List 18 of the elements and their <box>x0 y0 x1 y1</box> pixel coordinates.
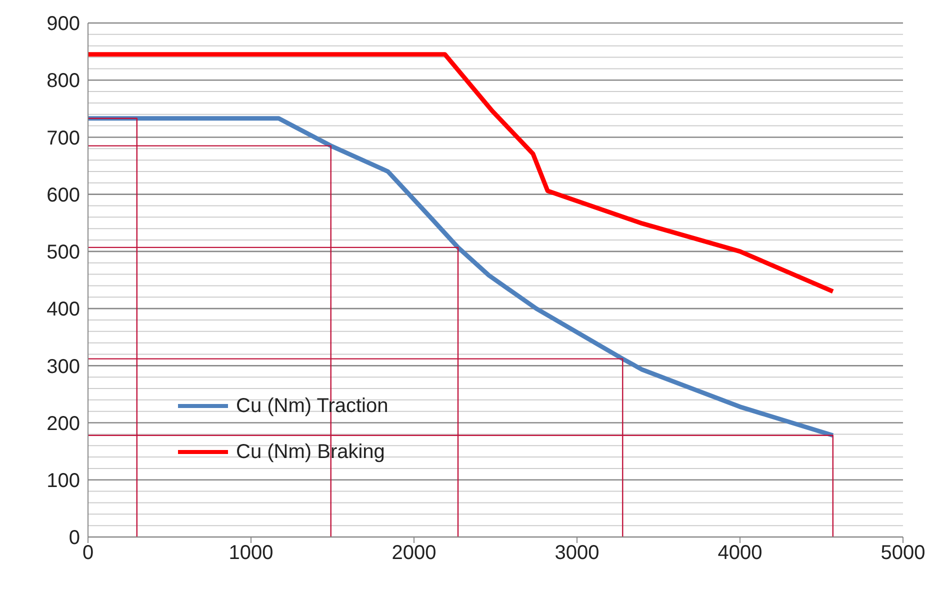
y-tick-label: 500 <box>46 242 80 264</box>
line-series <box>88 52 836 294</box>
x-tick-label: 5000 <box>880 542 926 564</box>
y-tick-label: 800 <box>46 70 80 92</box>
x-tick-label: 1000 <box>228 542 274 564</box>
y-tick-label: 300 <box>46 356 80 378</box>
y-tick-label: 200 <box>46 412 80 435</box>
y-tick-label: 400 <box>46 298 80 321</box>
line-series <box>88 116 836 438</box>
x-tick-label: 0 <box>82 542 94 564</box>
y-tick-label: 700 <box>46 127 80 150</box>
x-tick-label: 3000 <box>554 542 600 564</box>
y-tick-label: 100 <box>46 470 80 492</box>
y-tick-label: 900 <box>46 13 80 36</box>
y-tick-label: 0 <box>68 527 80 550</box>
x-tick-label: 4000 <box>718 542 762 564</box>
y-tick-label: 600 <box>46 184 80 206</box>
x-tick-label: 2000 <box>392 542 436 564</box>
